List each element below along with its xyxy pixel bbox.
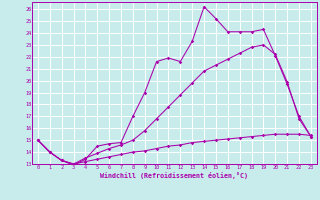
X-axis label: Windchill (Refroidissement éolien,°C): Windchill (Refroidissement éolien,°C) <box>100 172 248 179</box>
